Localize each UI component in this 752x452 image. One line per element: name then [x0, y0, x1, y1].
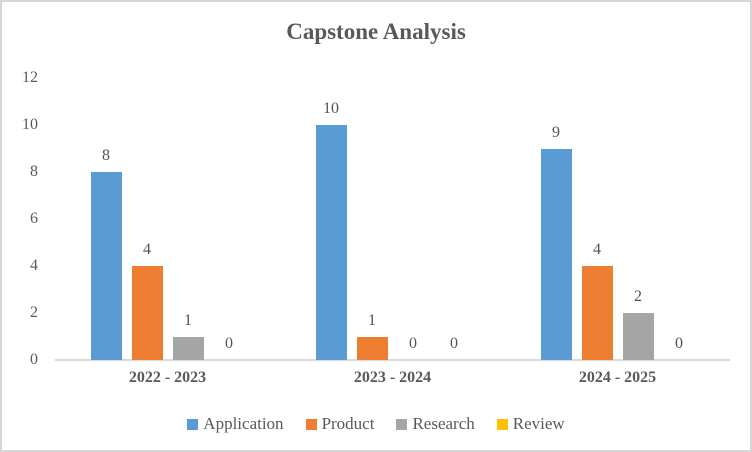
- bar-research: [622, 313, 654, 360]
- legend-label: Product: [321, 414, 375, 433]
- legend-item-review: Review: [496, 413, 565, 434]
- y-axis-tick-label: 10: [22, 116, 38, 133]
- y-axis-tick-label: 2: [30, 304, 38, 321]
- data-label-review: 0: [225, 335, 233, 352]
- y-axis-tick-label: 0: [30, 351, 38, 368]
- data-label-product: 4: [143, 241, 151, 258]
- x-axis-line: [55, 359, 730, 361]
- legend: Application Product Research Review: [2, 413, 750, 434]
- x-axis-category-label: 2024 - 2025: [578, 369, 657, 386]
- data-label-research: 1: [184, 311, 192, 329]
- bar-application: [540, 148, 572, 360]
- y-axis-tick-label: 4: [30, 257, 38, 274]
- legend-label: Application: [203, 414, 284, 433]
- y-axis-tick-label: 12: [22, 69, 38, 86]
- y-axis-tick-label: 6: [30, 210, 38, 227]
- y-axis-tick-label: 8: [30, 163, 38, 180]
- x-axis-category-label: 2023 - 2024: [353, 369, 432, 386]
- data-label-product: 4: [593, 241, 601, 258]
- legend-swatch-product: [305, 419, 317, 430]
- legend-label: Research: [412, 414, 475, 433]
- legend-swatch-research: [396, 419, 408, 430]
- legend-swatch-review: [496, 419, 508, 430]
- bar-application: [315, 125, 347, 360]
- bar-product: [581, 266, 613, 360]
- data-label-research: 0: [409, 335, 417, 352]
- bar-product: [131, 266, 163, 360]
- legend-item-product: Product: [305, 413, 375, 434]
- legend-swatch-application: [187, 419, 199, 430]
- legend-item-application: Application: [187, 413, 284, 434]
- data-label-research: 2: [634, 288, 642, 305]
- bar-application: [90, 172, 122, 360]
- legend-label: Review: [512, 414, 565, 433]
- data-label-review: 0: [450, 335, 458, 352]
- x-axis-category-label: 2022 - 2023: [128, 369, 207, 386]
- bar-research: [172, 336, 204, 360]
- bar-product: [356, 336, 388, 360]
- data-label-application: 8: [102, 147, 110, 164]
- data-label-review: 0: [675, 335, 683, 352]
- data-label-application: 10: [323, 100, 339, 117]
- data-label-application: 9: [552, 123, 560, 141]
- legend-item-research: Research: [396, 413, 475, 434]
- chart-title: Capstone Analysis: [286, 19, 466, 44]
- data-label-product: 1: [368, 311, 376, 329]
